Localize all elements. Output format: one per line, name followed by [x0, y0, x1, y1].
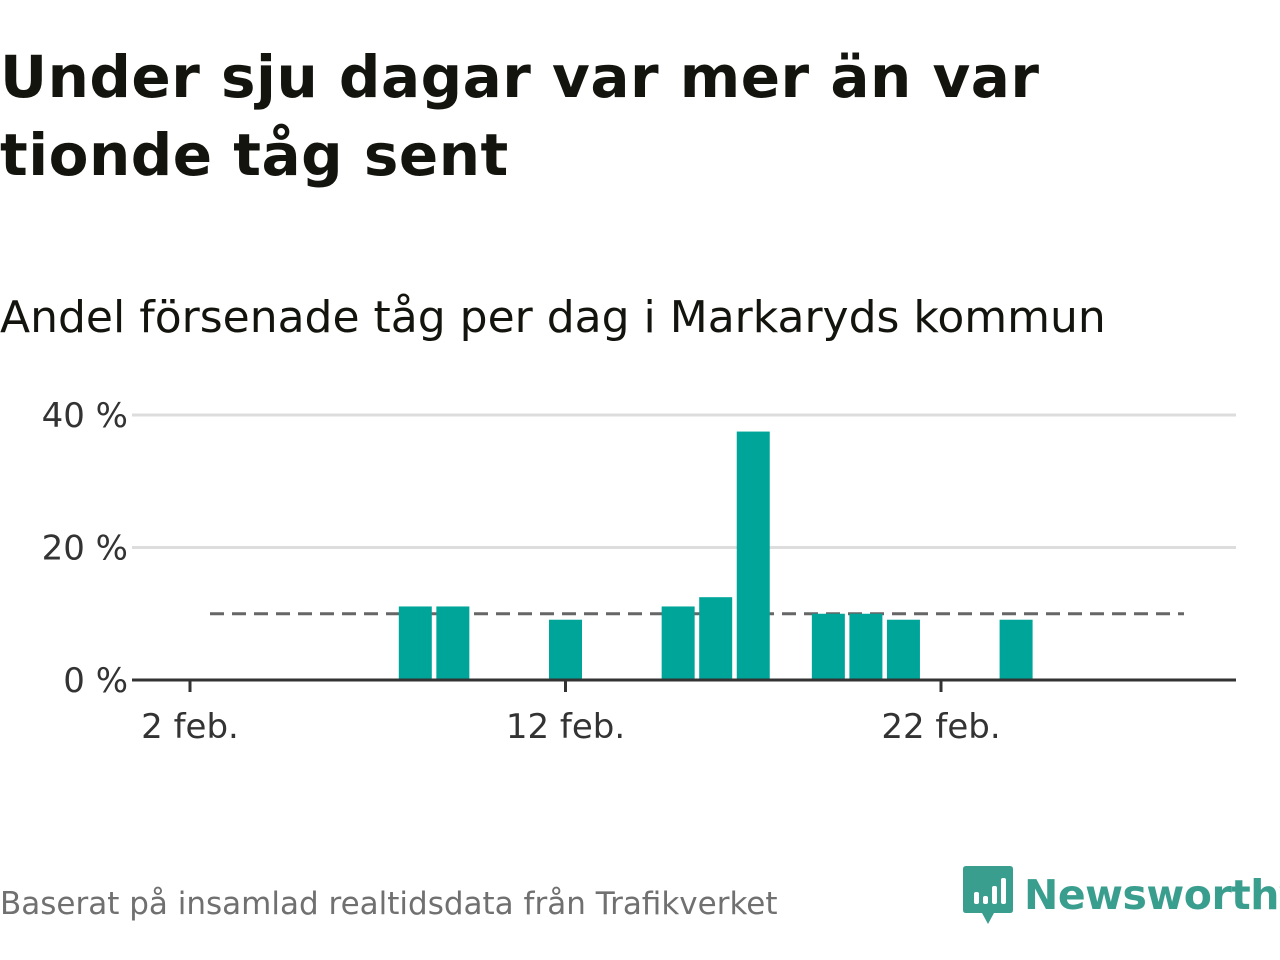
bar [549, 619, 582, 680]
bars [398, 431, 1033, 680]
bar [886, 619, 920, 680]
x-tick-label: 22 feb. [881, 707, 1000, 747]
chart-title: Under sju dagar var mer än var tionde tå… [0, 43, 1040, 189]
gridlines [132, 413, 1236, 549]
chart-subtitle: Andel försenade tåg per dag i Markaryds … [0, 292, 1106, 343]
bar [699, 597, 733, 680]
bar [811, 613, 845, 680]
bar [849, 613, 883, 680]
source-note: Baserat på insamlad realtidsdata från Tr… [0, 886, 778, 922]
bar [736, 431, 770, 680]
y-tick-label: 0 % [63, 661, 128, 701]
newsworthy-logo-icon [963, 866, 1013, 924]
tick-labels: 0 % 20 % 40 % 2 feb. 12 feb. 22 feb. [42, 396, 1001, 747]
bar [661, 606, 695, 680]
newsworthy-logo: Newsworthy [962, 864, 1280, 926]
bar [999, 619, 1033, 680]
bar [436, 606, 470, 680]
bar-chart: 0 % 20 % 40 % 2 feb. 12 feb. 22 feb. [42, 396, 1236, 747]
logo-text: Newsworthy [1024, 871, 1280, 919]
x-axis [132, 678, 1236, 692]
x-tick-label: 2 feb. [141, 707, 239, 747]
bar [398, 606, 432, 680]
x-tick-label: 12 feb. [506, 707, 625, 747]
y-tick-label: 20 % [42, 529, 128, 569]
y-tick-label: 40 % [42, 396, 128, 436]
